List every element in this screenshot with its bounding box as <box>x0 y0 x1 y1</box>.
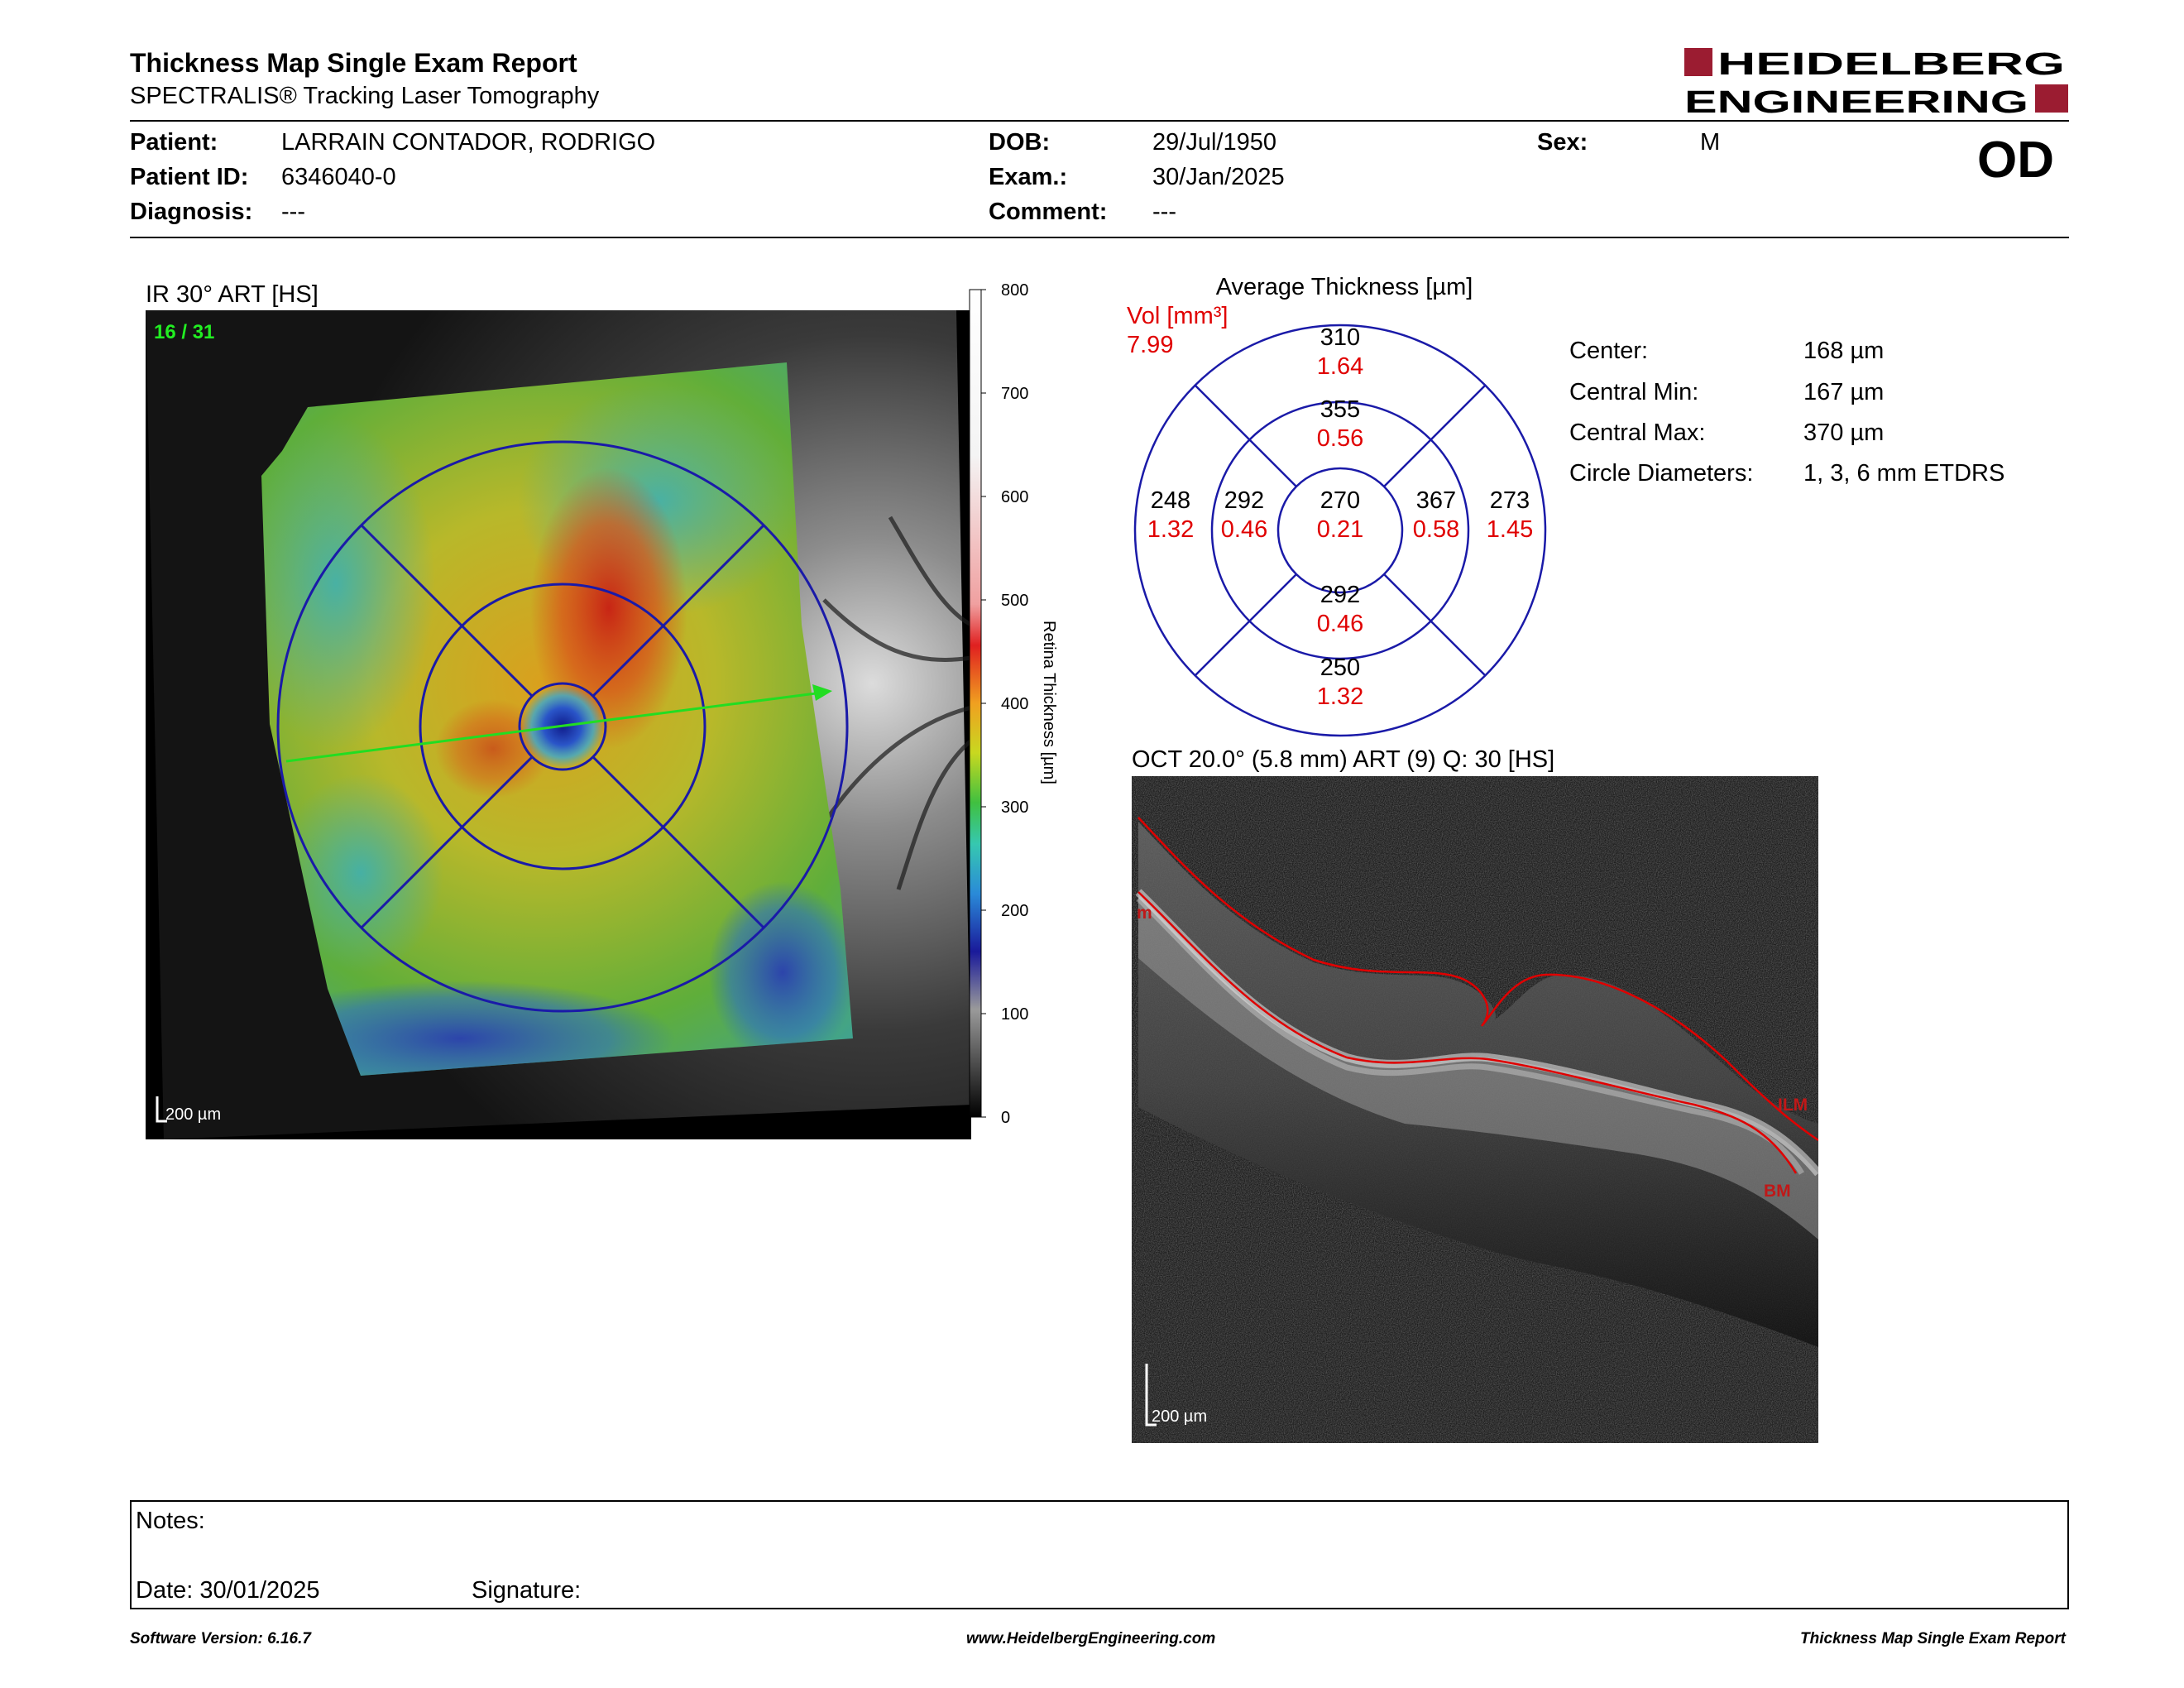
colorbar-tick-300: 300 <box>1001 798 1028 817</box>
outer-superior-volume: 1.64 <box>1317 353 1363 380</box>
dob-label: DOB: <box>989 129 1051 156</box>
comment-label: Comment: <box>989 199 1108 225</box>
colorbar-tick-200: 200 <box>1001 902 1028 920</box>
ir-thickness-map: 16 / 31 200 µm <box>146 310 971 1139</box>
center-thickness: 270 <box>1320 487 1360 514</box>
diagnosis-value: --- <box>281 199 305 225</box>
notes-label: Notes: <box>136 1508 205 1534</box>
stat-center-label: Center: <box>1569 338 1649 364</box>
inner-inferior-volume: 0.46 <box>1317 611 1363 637</box>
info-rule <box>130 237 2069 238</box>
patient-label: Patient: <box>130 129 218 156</box>
oct-side-label: m <box>1137 904 1152 923</box>
signature-label: Signature: <box>472 1577 582 1604</box>
stat-center: Center: 168 µm <box>1569 338 2082 371</box>
volume-label: Vol [mm³] <box>1127 303 1228 329</box>
oct-scale-bar: 200 µm <box>1152 1407 1207 1426</box>
oct-title: OCT 20.0° (5.8 mm) ART (9) Q: 30 [HS] <box>1132 746 1555 773</box>
footer-software: Software Version: 6.16.7 <box>130 1630 311 1647</box>
inner-inferior-thickness: 292 <box>1320 582 1360 608</box>
inner-nasal-volume: 0.58 <box>1413 516 1459 543</box>
exam-label: Exam.: <box>989 164 1068 190</box>
heidelberg-logo: HEIDELBERG ENGINEERING <box>1684 47 2068 117</box>
etdrs-grid: Average Thickness [µm] Vol [mm³] 7.99 31… <box>1127 274 1547 737</box>
colorbar-tick-100: 100 <box>1001 1005 1028 1024</box>
diagnosis-label: Diagnosis: <box>130 199 253 225</box>
dob-value: 29/Jul/1950 <box>1152 129 1276 156</box>
colorbar-tick-800: 800 <box>1001 281 1028 300</box>
logo-line-1: HEIDELBERG <box>1717 47 2065 82</box>
outer-superior-thickness: 310 <box>1320 324 1360 351</box>
stat-min-value: 167 µm <box>1803 379 1885 405</box>
exam-value: 30/Jan/2025 <box>1152 164 1285 190</box>
stat-diameters-label: Circle Diameters: <box>1569 460 1754 487</box>
outer-nasal-volume: 1.45 <box>1487 516 1533 543</box>
sex-value: M <box>1700 129 1721 156</box>
center-volume: 0.21 <box>1317 516 1363 543</box>
logo-line-2: ENGINEERING <box>1684 85 2028 117</box>
colorbar-tick-600: 600 <box>1001 488 1028 506</box>
notes-box <box>130 1500 2069 1609</box>
stat-min: Central Min: 167 µm <box>1569 379 2082 412</box>
colorbar-label: Retina Thickness [µm] <box>1040 621 1058 784</box>
header-rule <box>130 120 2069 122</box>
colorbar-tick-500: 500 <box>1001 592 1028 610</box>
oct-ilm-label: ILM <box>1778 1096 1808 1115</box>
colorbar-tick-0: 0 <box>1001 1109 1010 1127</box>
outer-temporal-thickness: 248 <box>1151 487 1190 514</box>
ir-frame-counter: 16 / 31 <box>154 321 214 343</box>
notes-date: Date: 30/01/2025 <box>136 1577 320 1604</box>
sex-label: Sex: <box>1537 129 1588 156</box>
patient-id-label: Patient ID: <box>130 164 249 190</box>
stat-diameters: Circle Diameters: 1, 3, 6 mm ETDRS <box>1569 460 2082 493</box>
outer-temporal-volume: 1.32 <box>1147 516 1194 543</box>
ir-image-title: IR 30° ART [HS] <box>146 281 318 308</box>
comment-value: --- <box>1152 199 1176 225</box>
patient-name: LARRAIN CONTADOR, RODRIGO <box>281 129 656 156</box>
footer-website: www.HeidelbergEngineering.com <box>966 1630 1216 1647</box>
oct-bm-label: BM <box>1764 1182 1791 1201</box>
inner-nasal-thickness: 367 <box>1416 487 1456 514</box>
colorbar-tick-700: 700 <box>1001 385 1028 403</box>
report-title: Thickness Map Single Exam Report <box>130 48 577 78</box>
inner-temporal-volume: 0.46 <box>1221 516 1267 543</box>
inner-superior-thickness: 355 <box>1320 396 1360 423</box>
patient-id: 6346040-0 <box>281 164 396 190</box>
inner-temporal-thickness: 292 <box>1224 487 1264 514</box>
outer-inferior-volume: 1.32 <box>1317 683 1363 710</box>
colorbar-tick-400: 400 <box>1001 695 1028 713</box>
outer-nasal-thickness: 273 <box>1490 487 1530 514</box>
oct-bscan: ILM BM m 200 µm <box>1132 776 1818 1443</box>
stat-max: Central Max: 370 µm <box>1569 420 2082 453</box>
stat-max-value: 370 µm <box>1803 420 1885 446</box>
stat-diameters-value: 1, 3, 6 mm ETDRS <box>1803 460 2005 487</box>
stat-center-value: 168 µm <box>1803 338 1885 364</box>
etdrs-title: Average Thickness [µm] <box>1216 274 1473 300</box>
eye-side: OD <box>1977 132 2054 189</box>
footer-report: Thickness Map Single Exam Report <box>1800 1630 2066 1647</box>
report-subtitle: SPECTRALIS® Tracking Laser Tomography <box>130 83 600 109</box>
thickness-stats: Center: 168 µm Central Min: 167 µm Centr… <box>1569 338 2082 503</box>
stat-max-label: Central Max: <box>1569 420 1706 446</box>
stat-min-label: Central Min: <box>1569 379 1699 405</box>
volume-total: 7.99 <box>1127 332 1173 358</box>
inner-superior-volume: 0.56 <box>1317 425 1363 452</box>
ir-scale-bar: 200 µm <box>165 1105 221 1124</box>
outer-inferior-thickness: 250 <box>1320 655 1360 681</box>
thickness-colorbar: 800 700 600 500 400 300 200 100 0 Retina… <box>969 281 1058 1127</box>
